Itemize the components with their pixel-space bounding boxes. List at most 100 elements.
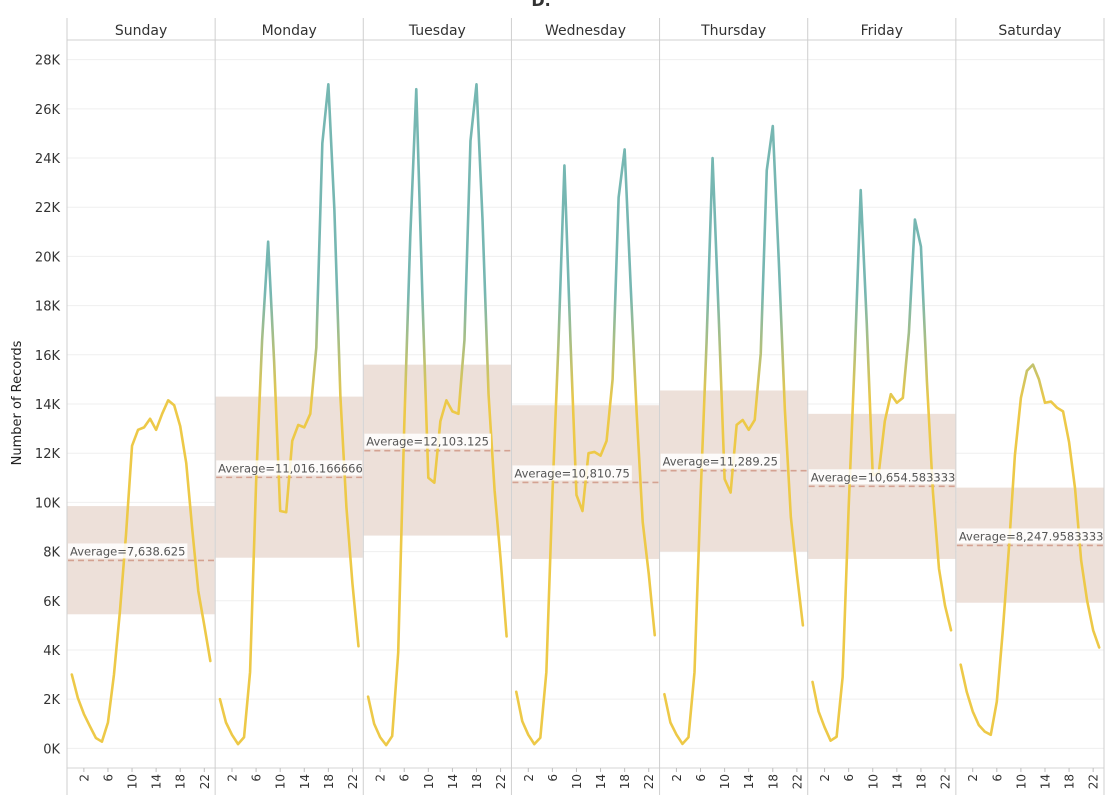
x-tick-label-tuesday-1: 6	[398, 774, 412, 782]
x-tick-label-thursday-5: 22	[790, 774, 804, 789]
series-line-monday	[218, 82, 360, 746]
x-tick-label-sunday-1: 6	[101, 774, 115, 782]
x-tick-label-tuesday-5: 22	[494, 774, 508, 789]
x-tick-label-saturday-1: 6	[990, 774, 1004, 782]
average-labels: Average=7,638.625 Average=11,016.1666666 A…	[68, 433, 1111, 559]
x-tick-label-wednesday-4: 18	[618, 774, 632, 789]
x-tick-label-monday-5: 22	[346, 774, 360, 789]
series-line-tuesday	[366, 82, 508, 747]
average-label-thursday: Average=11,289.25	[663, 455, 778, 469]
x-tick-label-friday-2: 10	[866, 774, 880, 789]
panel-title-thursday: Thursday	[700, 23, 766, 39]
x-tick-label-friday-0: 2	[818, 774, 832, 782]
average-label-inner-saturday: Average=8,247.958333333	[956, 528, 1111, 544]
x-tick-label-thursday-1: 6	[694, 774, 708, 782]
average-label-bg-tuesday	[364, 433, 492, 449]
panel-title-friday: Friday	[861, 23, 903, 39]
panel-title-tuesday: Tuesday	[408, 23, 466, 39]
y-tick-label-14: 28K	[35, 54, 61, 69]
average-label-group-friday: Average=10,654.5833333	[808, 469, 963, 485]
x-tick-label-saturday-0: 2	[966, 774, 980, 782]
average-label-friday: Average=10,654.5833333	[811, 470, 963, 484]
x-tick-label-wednesday-0: 2	[522, 774, 536, 782]
x-tick-label-sunday-4: 18	[174, 774, 188, 789]
x-tick-label-thursday-2: 10	[718, 774, 732, 789]
panel-title-saturday: Saturday	[998, 23, 1061, 39]
y-tick-label-1: 2K	[43, 693, 60, 708]
x-tick-label-saturday-4: 18	[1063, 774, 1077, 789]
axes: 0K 2K 4K 6K 8K 10K 12K 14K 16K 18K 20K 22K 24K 26K 28K…	[35, 54, 1101, 790]
average-label-bg-wednesday	[512, 465, 632, 481]
y-tick-label-9: 18K	[35, 300, 61, 315]
x-tick-label-tuesday-4: 18	[470, 774, 484, 789]
average-label-bg-friday	[808, 469, 955, 485]
x-tick-label-thursday-0: 2	[670, 774, 684, 782]
average-label-group-sunday: Average=7,638.625	[68, 543, 188, 559]
x-tick-label-monday-0: 2	[226, 774, 240, 782]
average-label-inner-monday: Average=11,016.1666666	[216, 460, 370, 476]
series-line-sunday	[70, 399, 212, 743]
x-tick-label-saturday-5: 22	[1087, 774, 1101, 789]
panel-title-monday: Monday	[262, 23, 317, 39]
x-tick-label-sunday-5: 22	[198, 774, 212, 789]
y-axis-label: Number of Records	[10, 340, 25, 465]
average-label-monday: Average=11,016.1666666	[218, 461, 370, 475]
y-tick-label-4: 8K	[43, 546, 60, 561]
x-tick-label-thursday-4: 18	[766, 774, 780, 789]
y-tick-label-5: 10K	[35, 496, 61, 511]
average-label-group-tuesday: Average=12,103.125	[364, 433, 492, 449]
y-tick-label-2: 4K	[43, 644, 60, 659]
x-tick-label-monday-3: 14	[298, 774, 312, 789]
average-label-inner-tuesday: Average=12,103.125	[364, 433, 492, 449]
x-tick-label-friday-4: 18	[914, 774, 928, 789]
chart-title: D.	[531, 0, 550, 10]
x-tick-label-saturday-2: 10	[1014, 774, 1028, 789]
panel-frames: Sunday Monday Tuesday Wednesday Thursday Frid…	[66, 18, 1105, 795]
average-label-wednesday: Average=10,810.75	[514, 466, 629, 480]
x-tick-label-wednesday-3: 14	[594, 774, 608, 789]
average-label-group-thursday: Average=11,289.25	[660, 453, 780, 469]
average-label-bg-monday	[216, 460, 363, 476]
y-tick-label-8: 16K	[35, 349, 61, 364]
series-line-wednesday	[514, 148, 657, 746]
average-label-inner-sunday: Average=7,638.625	[68, 543, 188, 559]
x-tick-label-tuesday-3: 14	[446, 774, 460, 789]
average-label-bg-thursday	[660, 453, 780, 469]
x-tick-label-wednesday-1: 6	[546, 774, 560, 782]
y-tick-label-6: 12K	[35, 447, 61, 462]
y-tick-label-11: 22K	[35, 201, 61, 216]
average-label-bg-sunday	[68, 543, 188, 559]
x-tick-label-wednesday-2: 10	[570, 774, 584, 789]
average-label-inner-wednesday: Average=10,810.75	[512, 465, 632, 481]
y-tick-label-13: 26K	[35, 103, 61, 118]
x-tick-label-sunday-0: 2	[77, 774, 91, 782]
y-tick-label-0: 0K	[43, 742, 60, 757]
average-label-group-monday: Average=11,016.1666666	[216, 460, 370, 476]
x-tick-label-tuesday-2: 10	[422, 774, 436, 789]
y-tick-label-7: 14K	[35, 398, 61, 413]
average-label-group-saturday: Average=8,247.958333333	[956, 528, 1111, 544]
average-label-inner-friday: Average=10,654.5833333	[808, 469, 963, 485]
x-tick-label-saturday-3: 14	[1038, 774, 1052, 789]
average-label-group-wednesday: Average=10,810.75	[512, 465, 632, 481]
x-tick-label-monday-4: 18	[322, 774, 336, 789]
x-tick-label-friday-3: 14	[890, 774, 904, 789]
panel-title-wednesday: Wednesday	[545, 23, 626, 39]
average-label-tuesday: Average=12,103.125	[366, 435, 489, 449]
series-line-saturday	[959, 363, 1101, 737]
x-tick-label-monday-2: 10	[274, 774, 288, 789]
series-line-friday	[811, 188, 953, 743]
average-label-bg-saturday	[956, 528, 1103, 544]
average-label-sunday: Average=7,638.625	[70, 544, 185, 558]
x-tick-label-thursday-3: 14	[742, 774, 756, 789]
x-tick-label-sunday-3: 14	[150, 774, 164, 789]
y-tick-label-12: 24K	[35, 152, 61, 167]
average-label-saturday: Average=8,247.958333333	[959, 529, 1111, 543]
y-tick-label-10: 20K	[35, 250, 61, 265]
x-tick-label-sunday-2: 10	[126, 774, 140, 789]
average-label-inner-thursday: Average=11,289.25	[660, 453, 780, 469]
x-tick-label-wednesday-5: 22	[642, 774, 656, 789]
panel-title-sunday: Sunday	[115, 23, 167, 39]
x-tick-label-tuesday-0: 2	[374, 774, 388, 782]
